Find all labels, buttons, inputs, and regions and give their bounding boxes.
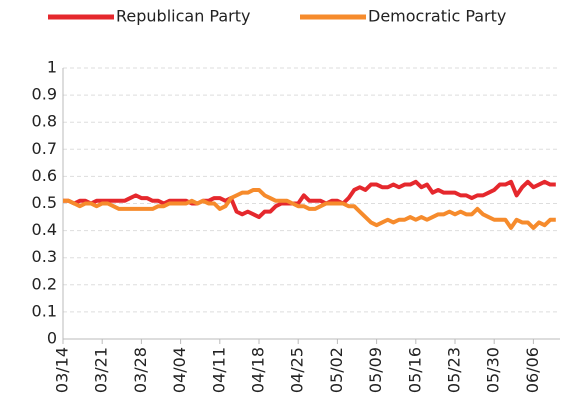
y-tick-label: 0.7 bbox=[32, 139, 57, 158]
x-tick-label: 04/18 bbox=[249, 347, 268, 393]
y-tick-label: 0.6 bbox=[32, 166, 57, 185]
legend-label: Republican Party bbox=[116, 7, 250, 26]
y-tick-label: 0.2 bbox=[32, 274, 57, 293]
y-tick-label: 0.1 bbox=[32, 301, 57, 320]
x-tick-label: 04/11 bbox=[209, 347, 228, 393]
x-tick-label: 03/28 bbox=[131, 347, 150, 393]
x-tick-label: 05/02 bbox=[327, 347, 346, 393]
y-tick-label: 0.3 bbox=[32, 247, 57, 266]
x-tick-label: 03/14 bbox=[53, 347, 72, 393]
y-tick-label: 0.8 bbox=[32, 112, 57, 131]
series-line bbox=[63, 179, 556, 220]
legend-label: Democratic Party bbox=[368, 7, 506, 26]
y-tick-label: 0.5 bbox=[32, 193, 57, 212]
series-line bbox=[63, 187, 556, 230]
x-tick-label: 05/23 bbox=[445, 347, 464, 393]
x-tick-label: 06/06 bbox=[523, 347, 542, 393]
y-tick-label: 0 bbox=[47, 329, 57, 348]
y-tick-label: 1 bbox=[47, 58, 57, 77]
y-tick-label: 0.9 bbox=[32, 85, 57, 104]
x-tick-label: 04/04 bbox=[170, 347, 189, 393]
x-tick-label: 05/16 bbox=[405, 347, 424, 393]
x-tick-label: 05/09 bbox=[366, 347, 385, 393]
y-tick-label: 0.4 bbox=[32, 220, 57, 239]
x-tick-label: 03/21 bbox=[92, 347, 111, 393]
x-tick-label: 05/30 bbox=[484, 347, 503, 393]
x-tick-label: 04/25 bbox=[288, 347, 307, 393]
